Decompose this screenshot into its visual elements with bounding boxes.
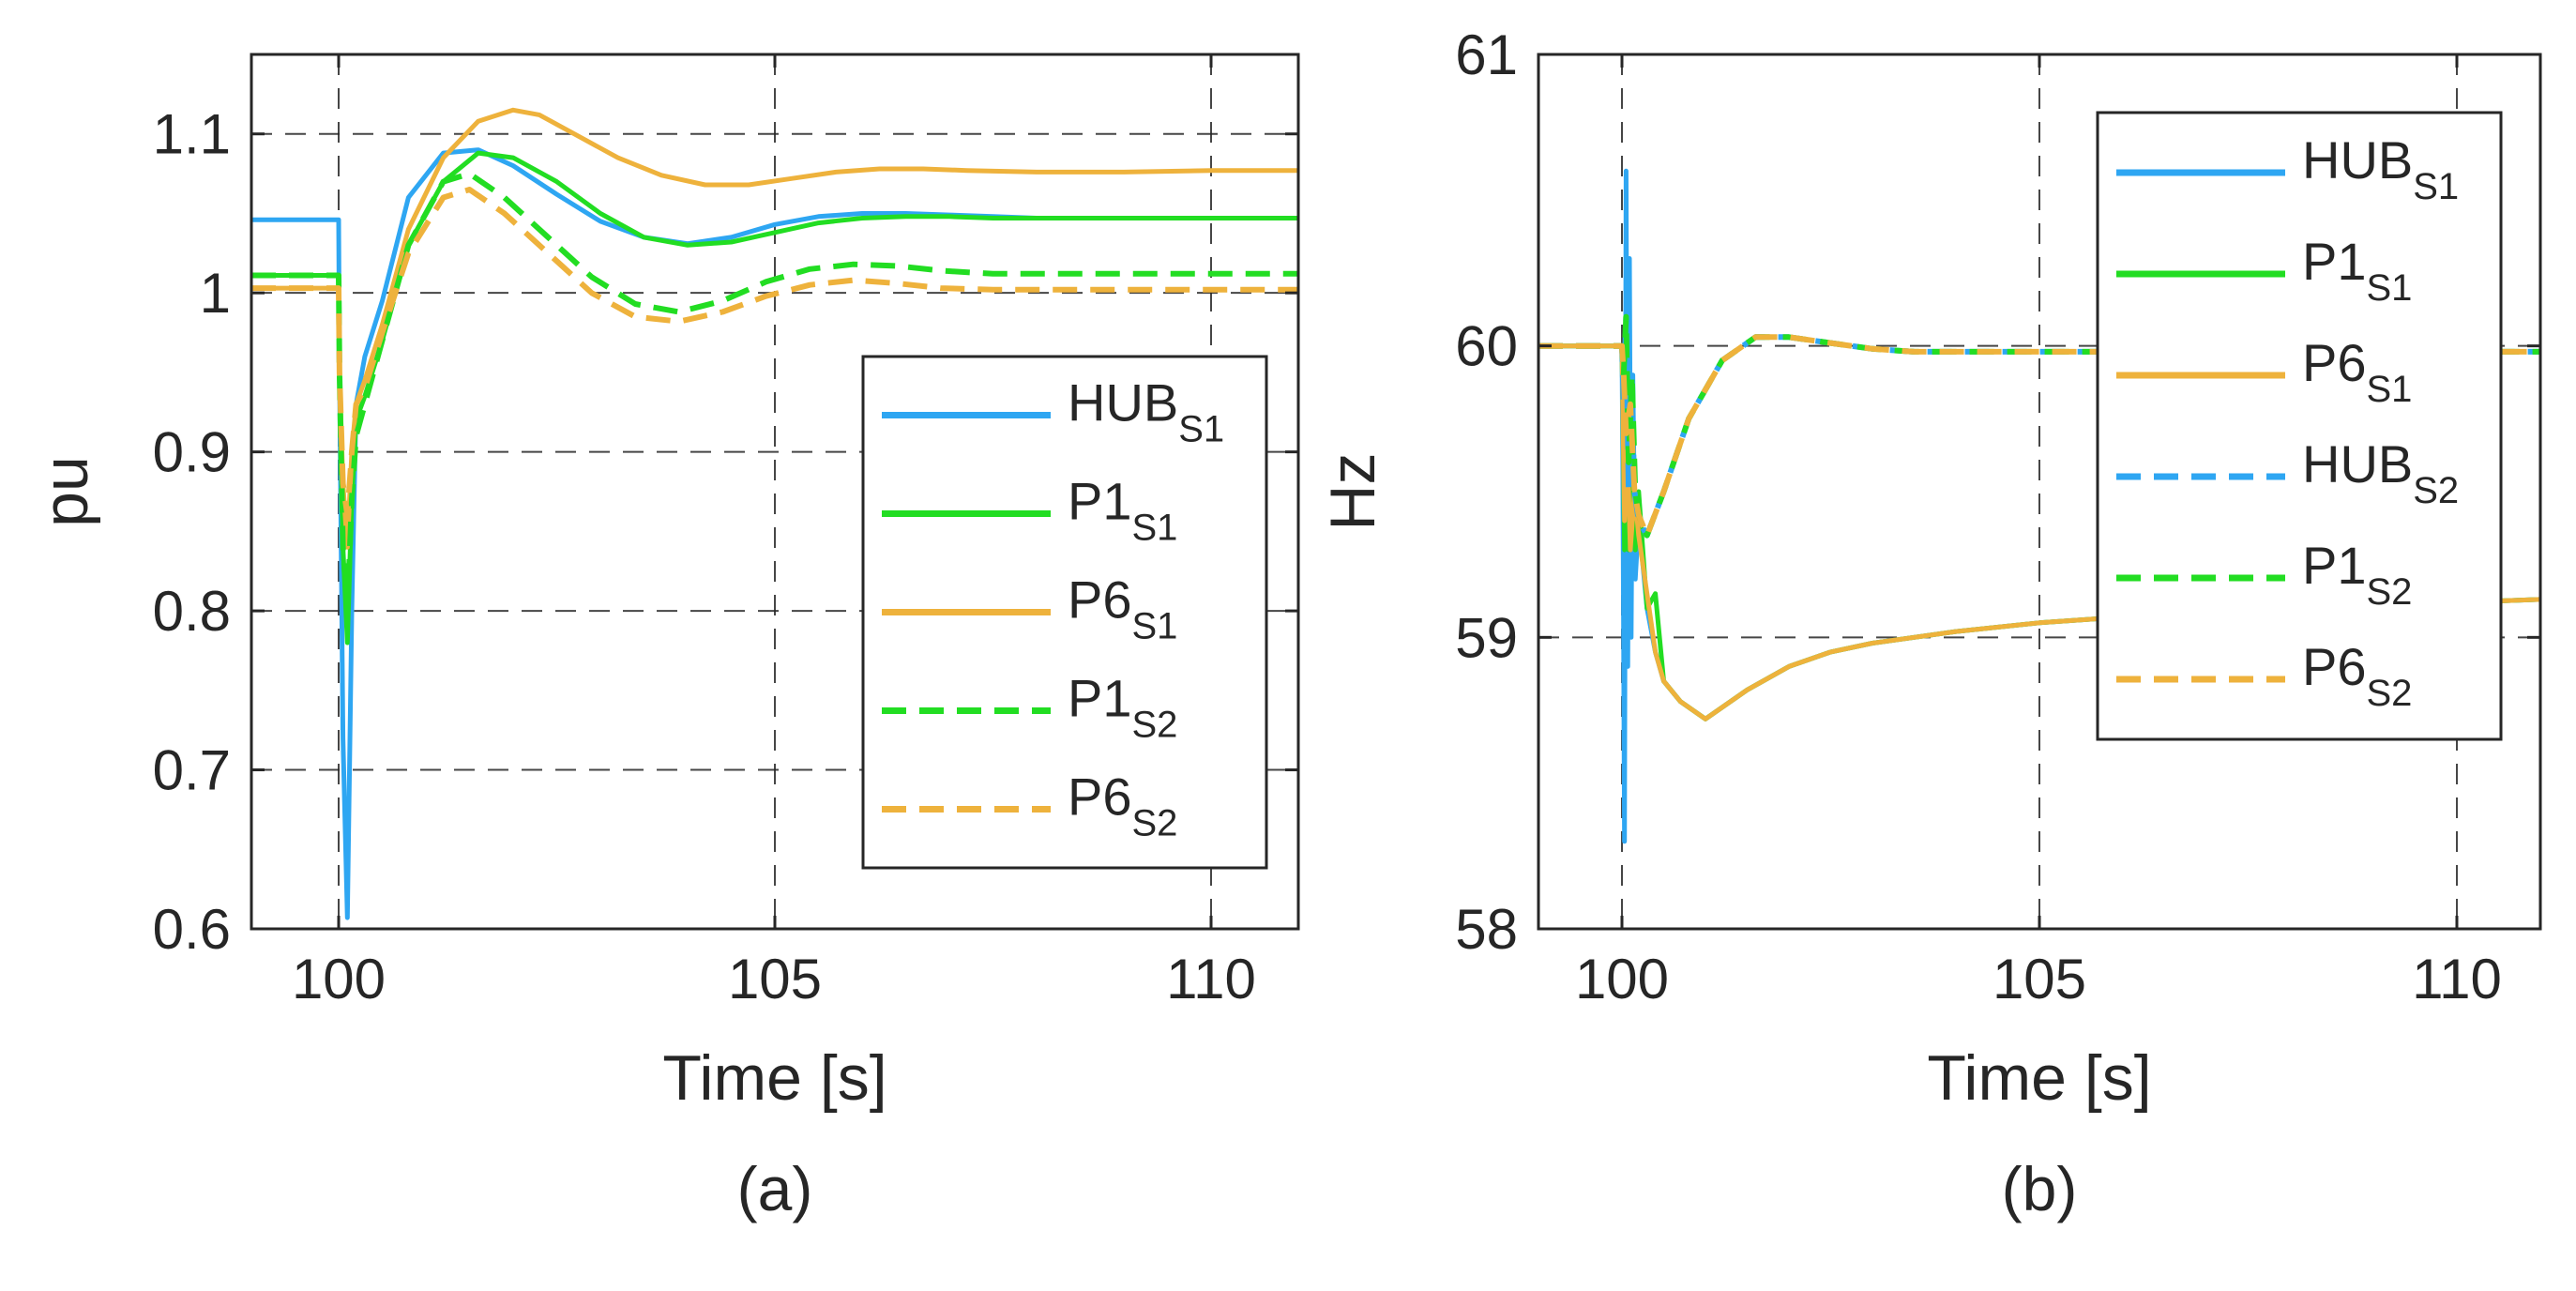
y-axis-label: pu [30,456,101,527]
legend-subscript: S1 [1178,409,1224,450]
legend-name: P1 [1068,669,1132,728]
y-tick-label: 0.7 [153,739,231,802]
legend-name: P6 [1068,570,1132,630]
legend-item-label: P1S2 [2302,536,2412,613]
legend-subscript: S1 [2367,267,2413,309]
y-tick-label: 1.1 [153,103,231,166]
legend-subscript: S2 [1132,705,1178,746]
legend-item-label: HUBS1 [2302,130,2459,207]
x-tick-label: 110 [1166,948,1256,1010]
legend-name: HUB [2302,130,2413,190]
legend-subscript: S2 [2413,470,2459,511]
legend-name: P6 [2302,637,2367,696]
x-tick-label: 100 [292,948,386,1010]
legend-name: P1 [2302,232,2367,291]
y-tick-label: 58 [1455,898,1518,961]
panel-label: (b) [2002,1154,2078,1223]
series-group [251,107,1298,920]
legend-name: P1 [2302,536,2367,595]
legend-subscript: S2 [1132,803,1178,844]
legend-name: P6 [1068,767,1132,827]
legend-subscript: S1 [2413,166,2459,207]
legend-item-label: P6S2 [1068,767,1177,844]
legend-subscript: S1 [1132,508,1178,549]
y-tick-label: 1 [200,262,231,325]
chart-panel-a: 100 105 110 0.6 0.7 0.8 0.9 1 1.1 Time [s] pu (a) HU… [30,53,1300,1223]
legend-subscript: S2 [2367,571,2413,613]
legend-name: P6 [2302,333,2367,392]
legend-subscript: S1 [2367,369,2413,410]
x-axis-label: Time [s] [1927,1042,2151,1114]
legend-item-label: P6S2 [2302,637,2412,714]
legend-item-label: P1S1 [2302,232,2412,309]
series-line-p1-s2 [251,171,1298,615]
y-tick-label: 0.9 [153,421,231,484]
legend-item-label: P1S1 [1068,472,1177,549]
legend-item-label: HUBS1 [1068,373,1224,450]
legend-name: HUB [2302,434,2413,494]
legend-item-label: P6S1 [1068,570,1177,647]
panel-label: (a) [737,1154,813,1223]
legend-name: HUB [1068,373,1178,433]
x-tick-label: 105 [1993,948,2086,1010]
x-axis-label: Time [s] [662,1042,886,1114]
x-tick-label: 110 [2412,948,2502,1010]
legend-box [2096,111,2503,741]
x-tick-label: 105 [728,948,822,1010]
series-line-p6-s2 [251,187,1298,519]
legend-name: P1 [1068,472,1132,531]
legend-item-label: P1S2 [1068,669,1177,746]
legend-subscript: S1 [1132,606,1178,647]
y-tick-label: 59 [1455,606,1518,669]
legend-subscript: S2 [2367,673,2413,714]
legend-item-label: HUBS2 [2302,434,2459,511]
y-tick-label: 0.6 [153,898,231,961]
y-tick-label: 61 [1455,23,1518,86]
y-tick-label: 0.8 [153,580,231,643]
y-axis-label: Hz [1317,452,1388,530]
legend-item-label: P6S1 [2302,333,2412,410]
y-tick-label: 60 [1455,315,1518,378]
x-tick-label: 100 [1575,948,1669,1010]
